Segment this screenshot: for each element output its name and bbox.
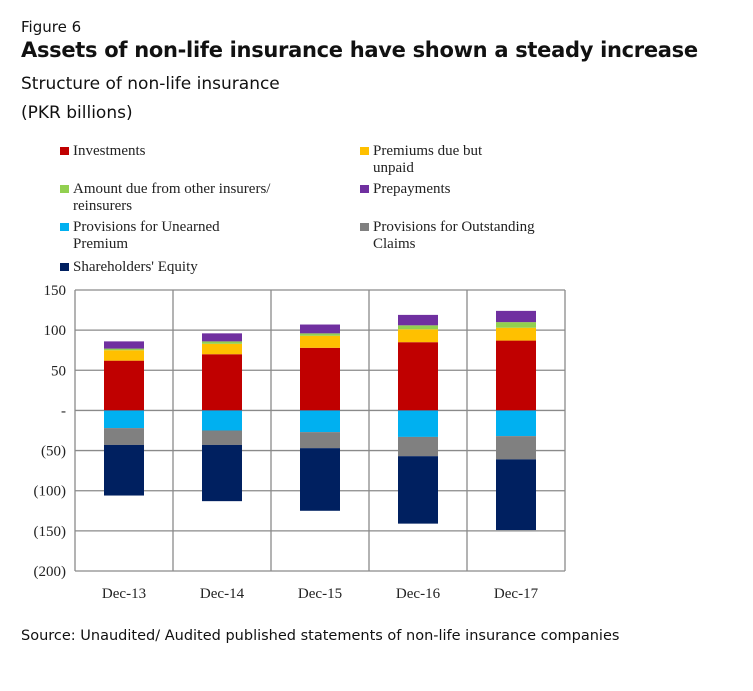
bar-segment xyxy=(104,341,144,349)
y-tick-label: 50 xyxy=(51,363,66,379)
bar-segment xyxy=(398,436,438,457)
bar-segment xyxy=(496,310,536,323)
bar-segment xyxy=(202,343,242,355)
legend-item: Prepayments xyxy=(360,181,553,198)
legend-swatch xyxy=(360,147,369,155)
legend-swatch xyxy=(360,223,369,231)
bar-segment xyxy=(300,448,340,511)
x-tick-label: Dec-17 xyxy=(494,586,539,602)
bar-segment xyxy=(202,341,242,344)
x-tick-label: Dec-14 xyxy=(200,586,245,602)
bar-segment xyxy=(104,410,144,429)
bar-segment xyxy=(496,340,536,411)
bar-segment xyxy=(496,327,536,341)
bar-segment xyxy=(104,350,144,361)
y-tick-label: (50) xyxy=(41,444,66,460)
bar-segment xyxy=(300,333,340,336)
legend-item: Premiums due but unpaid xyxy=(360,143,493,177)
bar-segment xyxy=(104,348,144,351)
chart-source: Source: Unaudited/ Audited published sta… xyxy=(21,628,620,644)
chart-title: Assets of non-life insurance have shown … xyxy=(21,38,698,62)
legend-label: Investments xyxy=(73,143,146,159)
legend-item: Amount due from other insurers/ reinsure… xyxy=(60,181,293,215)
bar-segment xyxy=(104,360,144,411)
legend-label: Prepayments xyxy=(373,181,451,197)
legend-swatch xyxy=(60,147,69,155)
bar-segment xyxy=(496,436,536,460)
y-tick-label: (200) xyxy=(34,564,67,580)
x-tick-label: Dec-15 xyxy=(298,586,342,602)
bar-segment xyxy=(398,410,438,437)
bar-segment xyxy=(398,329,438,343)
bar-segment xyxy=(496,410,536,437)
legend-swatch xyxy=(60,223,69,231)
chart-subtitle: Structure of non-life insurance xyxy=(21,74,280,94)
chart: 150 100 50 - (50) (100) (150) (200) Dec-13 Dec-14… xyxy=(34,283,566,602)
legend-label: Provisions for Outstanding Claims xyxy=(373,219,535,252)
bar-segment xyxy=(202,430,242,445)
bar-segment xyxy=(202,444,242,502)
bar-segment xyxy=(496,322,536,328)
legend-label: Provisions for Unearned Premium xyxy=(73,219,220,252)
bar-segment xyxy=(300,432,340,449)
bar-segment xyxy=(398,314,438,326)
bar-segment xyxy=(398,342,438,411)
x-tick-label: Dec-16 xyxy=(396,586,441,602)
bar-segment xyxy=(300,410,340,433)
bar-segment xyxy=(398,325,438,330)
y-tick-label: 150 xyxy=(44,283,67,299)
legend-item: Shareholders' Equity xyxy=(60,259,273,276)
legend-item: Provisions for Outstanding Claims xyxy=(360,219,573,253)
bar-segment xyxy=(202,333,242,342)
legend-label: Amount due from other insurers/ reinsure… xyxy=(73,181,271,214)
figure-label: Figure 6 xyxy=(21,18,82,36)
y-tick-label: (150) xyxy=(34,524,67,540)
bar-segment xyxy=(300,335,340,348)
bar-segment xyxy=(104,444,144,496)
y-tick-label: 100 xyxy=(44,323,67,339)
bar-segment xyxy=(300,347,340,411)
bar-segment xyxy=(398,456,438,524)
bar-segment xyxy=(202,410,242,431)
bar-segment xyxy=(496,459,536,531)
y-tick-label: (100) xyxy=(34,484,67,500)
legend-swatch xyxy=(60,263,69,271)
legend-swatch xyxy=(360,185,369,193)
x-tick-label: Dec-13 xyxy=(102,586,146,602)
bar-segment xyxy=(104,428,144,445)
legend-item: Provisions for Unearned Premium xyxy=(60,219,253,253)
bar-segment xyxy=(300,324,340,334)
legend-label: Premiums due but unpaid xyxy=(373,143,483,176)
bar-segment xyxy=(202,354,242,411)
y-tick-label: - xyxy=(61,403,66,419)
legend-label: Shareholders' Equity xyxy=(73,259,198,275)
legend-item: Investments xyxy=(60,143,273,160)
chart-unit: (PKR billions) xyxy=(21,103,133,123)
legend-swatch xyxy=(60,185,69,193)
